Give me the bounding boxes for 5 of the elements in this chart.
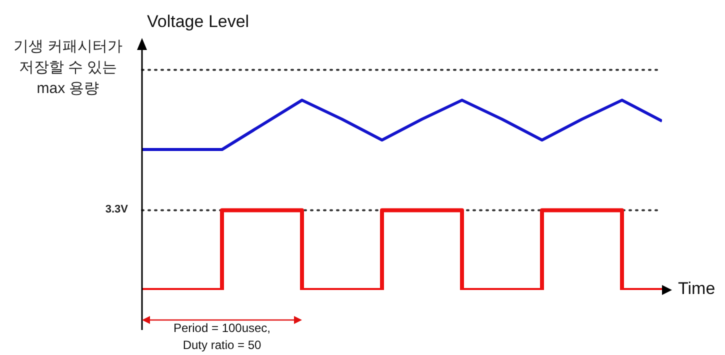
ref-line-label: 3.3V: [105, 203, 129, 216]
text: Period = 100usec, Duty ratio = 50: [172, 320, 272, 354]
ref-line-label: 기생 커패시터가 저장할 수 있는 max 용량: [13, 38, 123, 97]
x-axis-title: Time: [678, 279, 716, 299]
y-axis-title: Voltage Level: [147, 12, 250, 32]
